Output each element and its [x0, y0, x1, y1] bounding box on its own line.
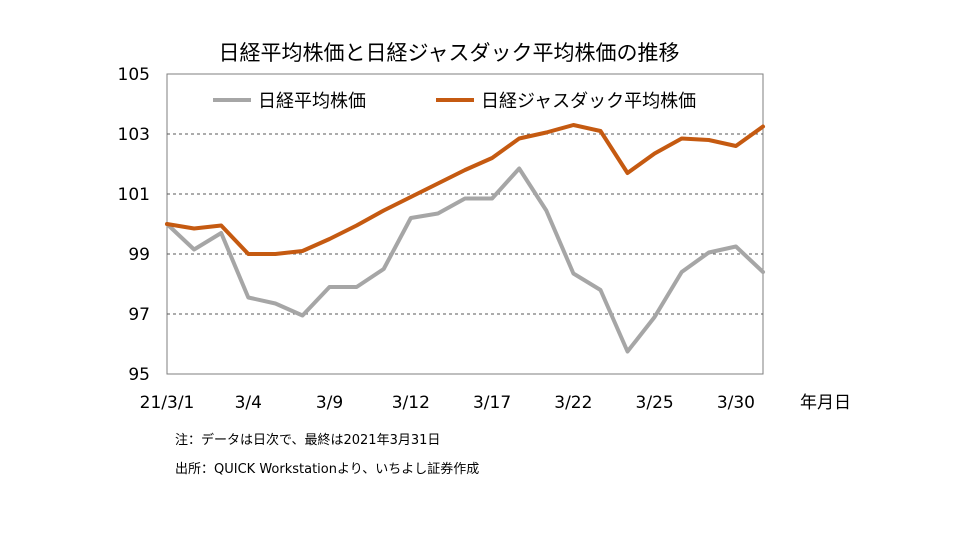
x-axis-ticks: 21/3/1 3/4 3/9 3/12 3/17 3/22 3/25 3/30: [140, 393, 755, 413]
legend: 日経平均株価 日経ジャスダック平均株価: [213, 91, 696, 112]
legend-label-0: 日経平均株価: [258, 91, 366, 112]
x-tick-label-3-12: 3/12: [392, 393, 430, 413]
series-lines: [165, 123, 765, 354]
chart-title: 日経平均株価と日経ジャスダック平均株価の推移: [219, 41, 680, 65]
x-tick-label-21-3-1: 21/3/1: [140, 393, 195, 413]
footnote-data: 注：データは日次で、最終は2021年3月31日: [175, 433, 441, 448]
x-tick-label-3-9: 3/9: [316, 393, 343, 413]
x-tick-label-3-30: 3/30: [717, 393, 755, 413]
y-tick-label-95: 95: [128, 365, 150, 385]
series-line-1: [165, 123, 765, 256]
y-tick-label-101: 101: [118, 185, 150, 205]
x-tick-label-3-17: 3/17: [473, 393, 511, 413]
y-tick-label-105: 105: [118, 65, 150, 85]
plot-area: [166, 73, 764, 375]
x-tick-label-3-22: 3/22: [554, 393, 592, 413]
x-axis-label: 年月日: [800, 393, 851, 413]
series-line-0: [165, 166, 765, 354]
footnote-source: 出所：QUICK Workstationより、いちよし証券作成: [175, 462, 480, 477]
y-tick-label-103: 103: [118, 125, 150, 145]
y-tick-label-99: 99: [128, 245, 150, 265]
legend-label-1: 日経ジャスダック平均株価: [481, 91, 696, 112]
y-axis-ticks: 95 97 99 101 103 105: [118, 65, 150, 385]
x-tick-label-3-4: 3/4: [235, 393, 262, 413]
y-tick-label-97: 97: [128, 305, 150, 325]
x-tick-label-3-25: 3/25: [636, 393, 674, 413]
